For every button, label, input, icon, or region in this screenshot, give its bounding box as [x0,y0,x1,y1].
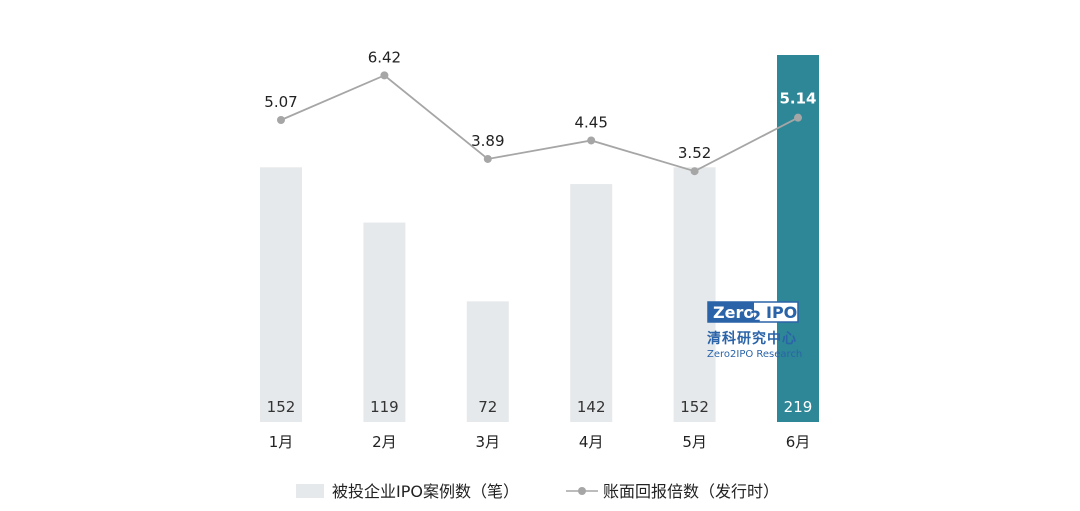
bar-value-label-3: 72 [478,398,497,416]
watermark-cn: 清科研究中心 [707,330,797,347]
line-point-3 [483,154,492,163]
legend-bar-label: 被投企业IPO案例数（笔） [332,482,519,501]
bar-value-label-1: 152 [267,398,296,416]
bar-labels-layer: 152 119 72 142 152 219 [267,398,813,416]
line-layer: 5.07 6.42 3.89 4.45 3.52 5.14 [264,48,817,176]
watermark-logo-left: Zero [713,303,754,322]
line-point-2 [380,71,389,80]
watermark-en: Zero2IPO Research [707,349,802,360]
line-value-label-2: 6.42 [368,48,401,66]
bar-5 [673,167,716,422]
category-label-6: 6月 [786,433,811,451]
legend-bar-swatch [296,484,324,498]
line-value-label-5: 3.52 [678,144,711,162]
bar-1 [260,167,302,422]
category-labels-layer: 1月 2月 3月 4月 5月 6月 [269,433,811,451]
bars-layer [260,55,819,422]
bar-value-label-4: 142 [577,398,606,416]
line-point-4 [587,136,596,145]
watermark-logo-mid: 2 [750,307,761,326]
watermark-logo-fill [708,302,754,322]
line-point-5 [690,167,699,176]
line-value-label-1: 5.07 [264,93,297,111]
category-label-1: 1月 [269,433,294,451]
bar-2 [363,222,406,422]
legend-line-label: 账面回报倍数（发行时） [603,482,779,501]
category-label-5: 5月 [682,433,707,451]
bar-6 [777,55,819,422]
line-value-label-6: 5.14 [779,90,816,108]
legend-line-marker [578,487,586,495]
category-label-4: 4月 [579,433,604,451]
bar-4 [570,184,613,422]
line-value-label-4: 4.45 [574,113,607,131]
legend: 被投企业IPO案例数（笔） 账面回报倍数（发行时） [296,482,779,501]
line-value-label-3: 3.89 [471,132,504,150]
bar-value-label-5: 152 [680,398,709,416]
bar-3 [466,301,509,422]
bar-value-label-2: 119 [370,398,399,416]
bar-value-label-6: 219 [784,398,813,416]
return-multiple-line [280,74,799,173]
category-label-3: 3月 [476,433,501,451]
zero2ipo-watermark: Zero 2 IPO 清科研究中心 Zero2IPO Research [707,301,802,360]
category-label-2: 2月 [372,433,397,451]
line-point-1 [277,115,285,124]
watermark-logo-right: IPO [766,303,797,322]
line-point-6 [794,113,802,122]
